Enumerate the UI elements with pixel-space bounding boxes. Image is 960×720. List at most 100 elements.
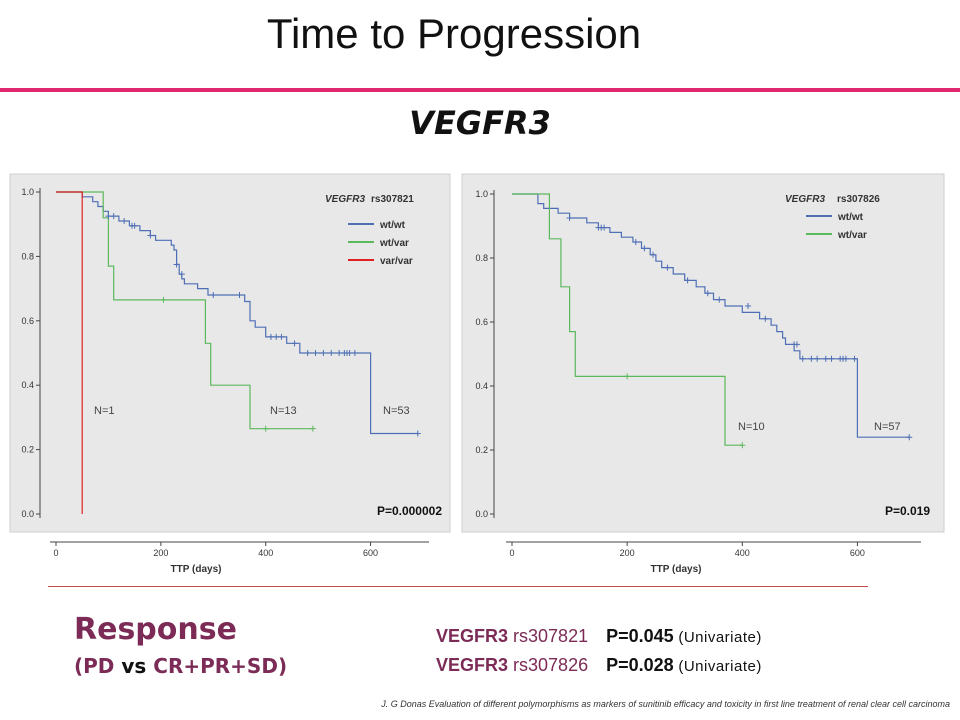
km-curve-wt-var (512, 193, 743, 446)
censor-mark (160, 296, 167, 303)
censor-mark (808, 355, 815, 362)
censor-mark (309, 425, 316, 432)
gene-name: VEGFR3 (436, 626, 509, 646)
censor-mark (328, 350, 335, 356)
p-value: P=0.000002 (377, 504, 442, 518)
censor-mark (304, 350, 311, 356)
censor-mark (336, 350, 343, 356)
censor-mark (312, 350, 319, 356)
censor-mark (121, 217, 128, 224)
analysis-note: (Univariate) (673, 658, 762, 675)
plot-area (9, 173, 451, 533)
censor-mark (346, 350, 353, 356)
x-tick-label: 200 (153, 548, 168, 558)
legend-label: wt/wt (379, 220, 406, 231)
y-tick-label: 0.8 (475, 253, 488, 263)
censor-mark (745, 303, 752, 309)
title-divider (0, 88, 960, 92)
censor-mark (278, 333, 285, 340)
censor-mark (828, 355, 835, 362)
y-tick-label: 0.8 (21, 251, 34, 261)
slide-subtitle: VEGFR3 (409, 104, 551, 142)
censor-mark (131, 222, 138, 229)
censor-mark (851, 355, 858, 362)
legend-title-gene: VEGFR3 (325, 194, 365, 205)
censor-mark (320, 350, 327, 356)
y-tick-label: 0.6 (475, 317, 488, 327)
response-result-line: VEGFR3 rs307821 P=0.045 (Univariate) (436, 626, 762, 647)
km-chart-rs307826: 0.0 0.2 0.4 0.6 0.8 1.0 0 200 400 600 VEGFR3 rs30… (461, 173, 945, 575)
censor-mark (814, 355, 821, 362)
n-label: N=1 (94, 405, 115, 417)
plot-area (461, 173, 945, 533)
response-result-line: VEGFR3 rs307826 P=0.028 (Univariate) (436, 655, 762, 676)
censor-mark (650, 251, 657, 258)
censor-mark (147, 232, 154, 239)
km-curve-var-var (56, 191, 83, 514)
censor-mark (178, 271, 185, 278)
y-tick-label: 0.0 (21, 509, 34, 519)
response-rest: CR+PR+SD (153, 654, 278, 678)
censor-mark (262, 425, 269, 432)
legend-label: wt/var (379, 238, 409, 249)
response-vs: vs (114, 654, 154, 678)
y-tick-label: 0.2 (475, 445, 488, 455)
snp-id: rs307821 (508, 626, 589, 646)
response-subheading: (PD vs CR+PR+SD) (74, 654, 287, 678)
n-label: N=57 (874, 421, 901, 433)
censor-mark (822, 355, 829, 362)
p-value: P=0.045 (606, 626, 674, 646)
censor-mark (236, 292, 243, 299)
bottom-divider (48, 586, 868, 587)
paren-open: ( (74, 654, 84, 678)
censor-mark (273, 333, 280, 340)
legend-label: var/var (380, 256, 413, 267)
censor-mark (351, 350, 358, 356)
x-tick-label: 600 (850, 548, 865, 558)
censor-mark (210, 292, 217, 299)
censor-mark (739, 442, 746, 449)
censor-mark (105, 213, 112, 220)
response-pd: PD (83, 654, 115, 678)
km-curve-wt-wt (56, 191, 418, 435)
censor-mark (842, 355, 849, 362)
p-value: P=0.028 (606, 655, 674, 675)
censor-mark (716, 296, 723, 303)
censor-mark (793, 341, 800, 348)
censor-mark (601, 224, 608, 231)
n-label: N=53 (383, 405, 410, 417)
legend-title-snp: rs307826 (837, 194, 880, 205)
censor-mark (799, 355, 806, 362)
x-axis-label: TTP (days) (171, 564, 222, 575)
censor-mark (414, 430, 421, 437)
x-tick-label: 200 (620, 548, 635, 558)
censor-mark (566, 215, 573, 221)
censor-mark (291, 340, 298, 347)
analysis-note: (Univariate) (673, 629, 762, 646)
y-tick-label: 0.4 (21, 380, 34, 390)
censor-mark (664, 264, 671, 271)
gene-name: VEGFR3 (436, 655, 509, 675)
legend-label: wt/var (837, 230, 867, 241)
y-tick-label: 0.6 (21, 316, 34, 326)
legend-title-gene: VEGFR3 (785, 194, 825, 205)
n-label: N=10 (738, 421, 765, 433)
x-tick-label: 400 (735, 548, 750, 558)
censor-mark (906, 434, 913, 441)
y-tick-label: 0.4 (475, 381, 488, 391)
citation: J. G Donas Evaluation of different polym… (381, 699, 950, 709)
legend-title-snp: rs307821 (371, 194, 414, 205)
censor-mark (762, 315, 769, 322)
x-tick-label: 0 (53, 548, 58, 558)
censor-mark (641, 245, 648, 252)
slide-title: Time to Progression (266, 10, 642, 57)
y-tick-label: 1.0 (475, 189, 488, 199)
response-heading: Response (74, 612, 237, 647)
y-tick-label: 0.0 (475, 509, 488, 519)
paren-close: ) (277, 654, 288, 678)
y-tick-label: 1.0 (21, 187, 34, 197)
x-tick-label: 0 (509, 548, 514, 558)
censor-mark (267, 333, 274, 340)
km-curve-wt-wt (512, 193, 910, 438)
censor-mark (704, 290, 711, 297)
